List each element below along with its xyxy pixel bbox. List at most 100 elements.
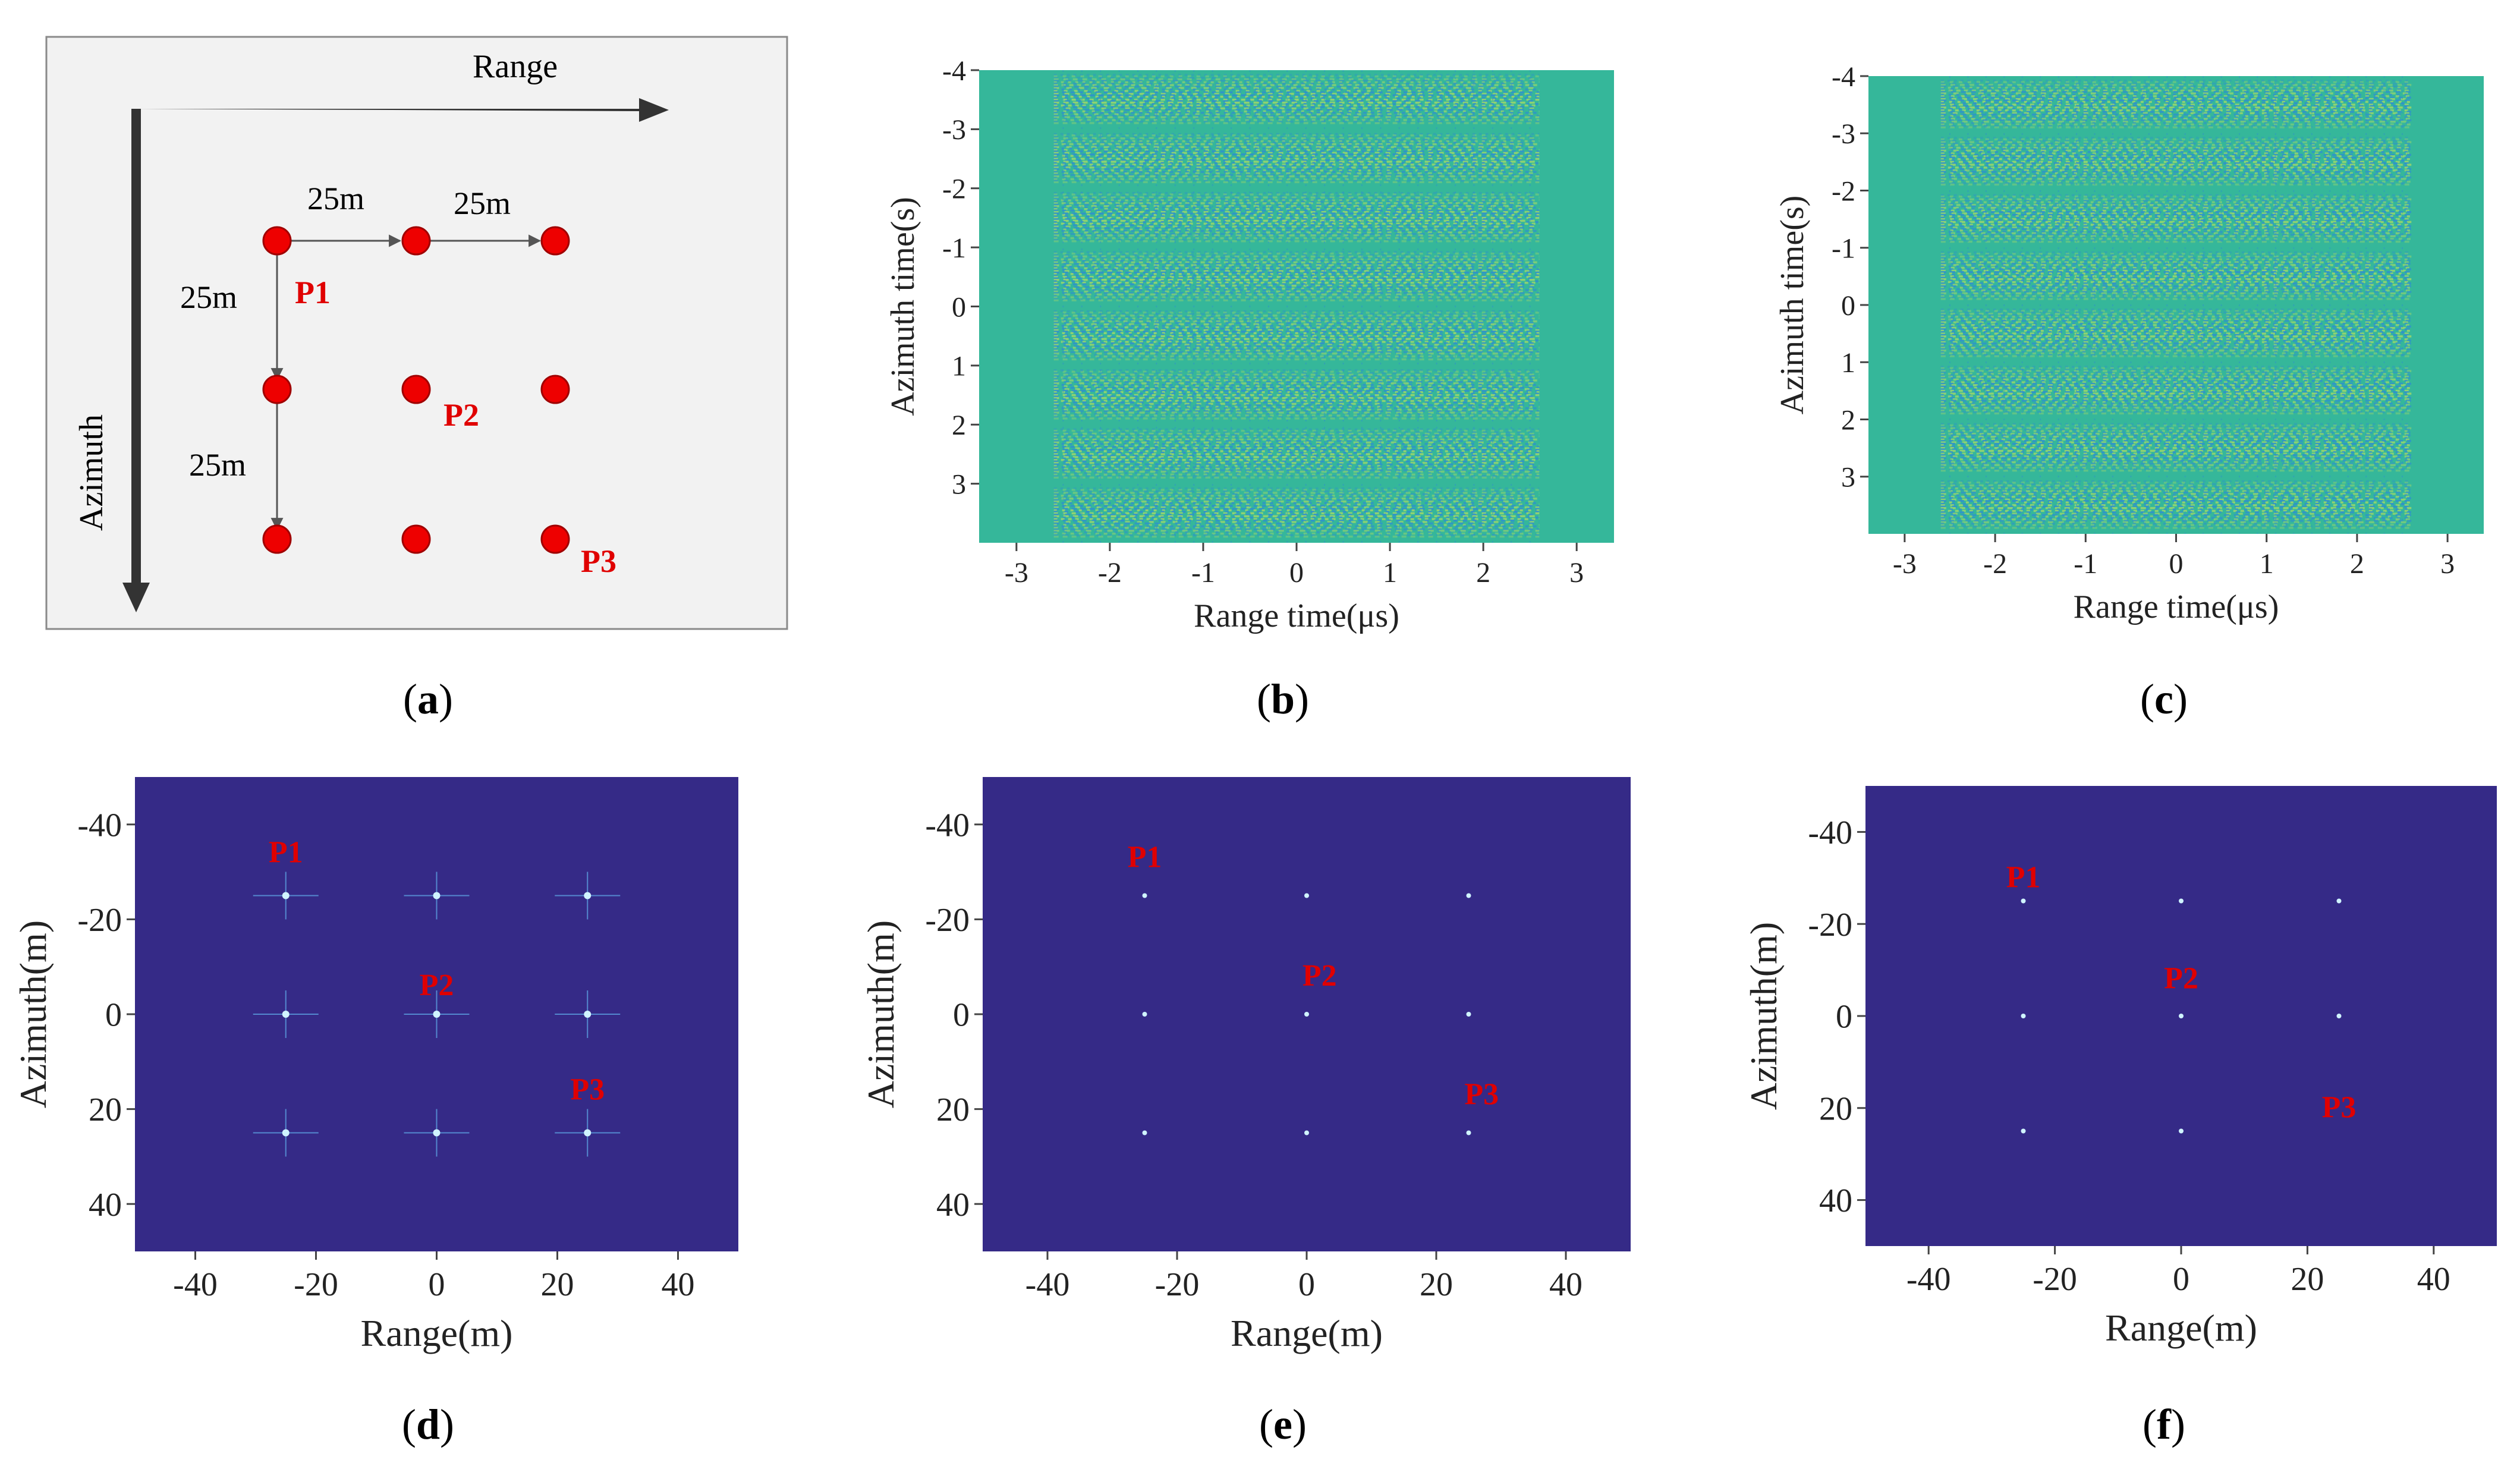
y-tick-label: -20: [925, 902, 970, 939]
target-response: [1466, 1130, 1471, 1135]
y-tick-label: -3: [942, 114, 966, 146]
caption-d: (d): [402, 1401, 454, 1448]
y-tick-label: 0: [1841, 290, 1855, 322]
caption-f: (f): [2143, 1401, 2185, 1448]
x-axis-label: Range(m): [2105, 1307, 2257, 1349]
x-tick-label: 40: [2417, 1261, 2450, 1298]
caption-c: (c): [2140, 675, 2188, 723]
target-response: [584, 892, 592, 899]
target-response: [282, 1129, 290, 1137]
target-point: [540, 226, 570, 256]
caption-a: (a): [403, 675, 453, 723]
y-tick-label: 40: [936, 1187, 970, 1223]
chart-panel-c: -3 -2 -1 0 1 2 3 -4 -3 -2 -1 0 1 2 3 Range time(μs) Azim…: [1774, 61, 2484, 625]
target-response: [433, 1129, 441, 1137]
azimuth-axis-label: Azimuth: [73, 414, 110, 531]
y-tick-label: -20: [77, 902, 122, 939]
x-tick-label: -3: [1005, 557, 1028, 589]
chart-panel-f: -40 -20 0 20 40 -40 -20 0 20 40 Range(m) Azimuth(m)…: [1742, 786, 2497, 1349]
echo-band: [1940, 308, 2412, 357]
y-tick-label: -40: [77, 807, 122, 844]
caption-b: (b): [1257, 675, 1309, 723]
target-point: [401, 226, 431, 256]
y-tick-label: -3: [1832, 118, 1855, 150]
target-point: [262, 226, 292, 256]
target-response: [2179, 1014, 2184, 1018]
target-response: [584, 1011, 592, 1018]
y-tick-label: 40: [1819, 1182, 1852, 1219]
target-response: [1304, 1012, 1309, 1017]
y-axis-label: Azimuth(m): [860, 920, 902, 1108]
x-tick-label: 20: [2291, 1261, 2324, 1298]
y-tick-label: 2: [952, 410, 966, 441]
echo-band: [1940, 194, 2412, 243]
x-tick-label: -3: [1893, 548, 1917, 580]
point-label-p2: P2: [443, 397, 479, 433]
diagram-point-grid: [262, 226, 570, 554]
y-tick-label: 0: [952, 291, 966, 323]
chart-panel-e: -40 -20 0 20 40 -40 -20 0 20 40 Range(m) Azimuth(m)…: [860, 777, 1631, 1354]
target-response: [1304, 893, 1309, 898]
target-response: [2021, 1128, 2026, 1134]
target-point: [262, 524, 292, 554]
chart-panel-b: -3 -2 -1 0 1 2 3 -4 -3 -2 -1 0 1 2 3 Range time(μs) Azim…: [885, 55, 1614, 634]
target-annotation: P1: [2006, 860, 2041, 894]
target-point: [262, 375, 292, 404]
target-response: [282, 892, 290, 899]
y-tick-label: 20: [89, 1091, 122, 1128]
echo-band: [1053, 74, 1540, 124]
target-response: [1142, 893, 1147, 898]
x-tick-label: 0: [2169, 548, 2184, 580]
x-tick-label: 2: [1476, 557, 1490, 589]
x-tick-label: 3: [1569, 557, 1584, 589]
x-tick-label: 1: [2260, 548, 2274, 580]
y-tick-label: -4: [1832, 61, 1855, 93]
target-response: [1142, 1130, 1147, 1135]
target-response: [2021, 898, 2026, 904]
echo-band: [1940, 79, 2412, 128]
y-tick-label: 40: [89, 1187, 122, 1223]
spacing-label: 25m: [189, 447, 246, 483]
echo-band: [1053, 133, 1540, 184]
echo-band: [1053, 487, 1540, 538]
target-annotation: P2: [1303, 959, 1337, 993]
x-tick-label: 0: [1298, 1266, 1315, 1303]
y-tick-label: -40: [1808, 814, 1852, 851]
target-annotation: P2: [2164, 962, 2198, 996]
echo-band: [1940, 137, 2412, 186]
target-annotation: P3: [1464, 1078, 1499, 1112]
target-annotation: P3: [2322, 1090, 2357, 1124]
target-annotation: P1: [1128, 841, 1162, 875]
echo-band: [1940, 366, 2412, 415]
range-axis-arrow: [136, 98, 669, 122]
target-response: [2179, 898, 2184, 904]
point-label-p1: P1: [295, 275, 331, 310]
x-axis-label: Range time(μs): [2074, 589, 2279, 625]
y-tick-label: 20: [1819, 1090, 1852, 1127]
y-axis-label: Azimuth time(s): [885, 197, 921, 416]
echo-band: [1940, 251, 2412, 300]
x-tick-label: 2: [2350, 548, 2364, 580]
y-tick-label: 3: [952, 468, 966, 500]
echo-band: [1053, 428, 1540, 479]
x-tick-label: 40: [1549, 1266, 1583, 1303]
x-tick-label: 0: [1289, 557, 1304, 589]
target-response: [1466, 1012, 1471, 1017]
target-point: [401, 375, 431, 404]
x-tick-label: -20: [1155, 1266, 1200, 1303]
x-tick-label: -1: [1191, 557, 1215, 589]
y-tick-label: 0: [105, 997, 122, 1034]
y-tick-label: -1: [1832, 233, 1855, 265]
y-tick-label: -40: [925, 807, 970, 844]
y-tick-label: -20: [1808, 907, 1852, 943]
azimuth-axis-arrow: [122, 109, 150, 612]
x-tick-label: 0: [2173, 1261, 2189, 1298]
y-tick-label: 0: [953, 997, 970, 1034]
x-tick-label: 40: [662, 1266, 695, 1303]
y-tick-label: 3: [1841, 462, 1855, 493]
x-axis-label: Range(m): [1231, 1312, 1383, 1354]
target-response: [1304, 1130, 1309, 1135]
y-tick-label: 1: [1841, 347, 1855, 379]
echo-band: [1053, 310, 1540, 361]
